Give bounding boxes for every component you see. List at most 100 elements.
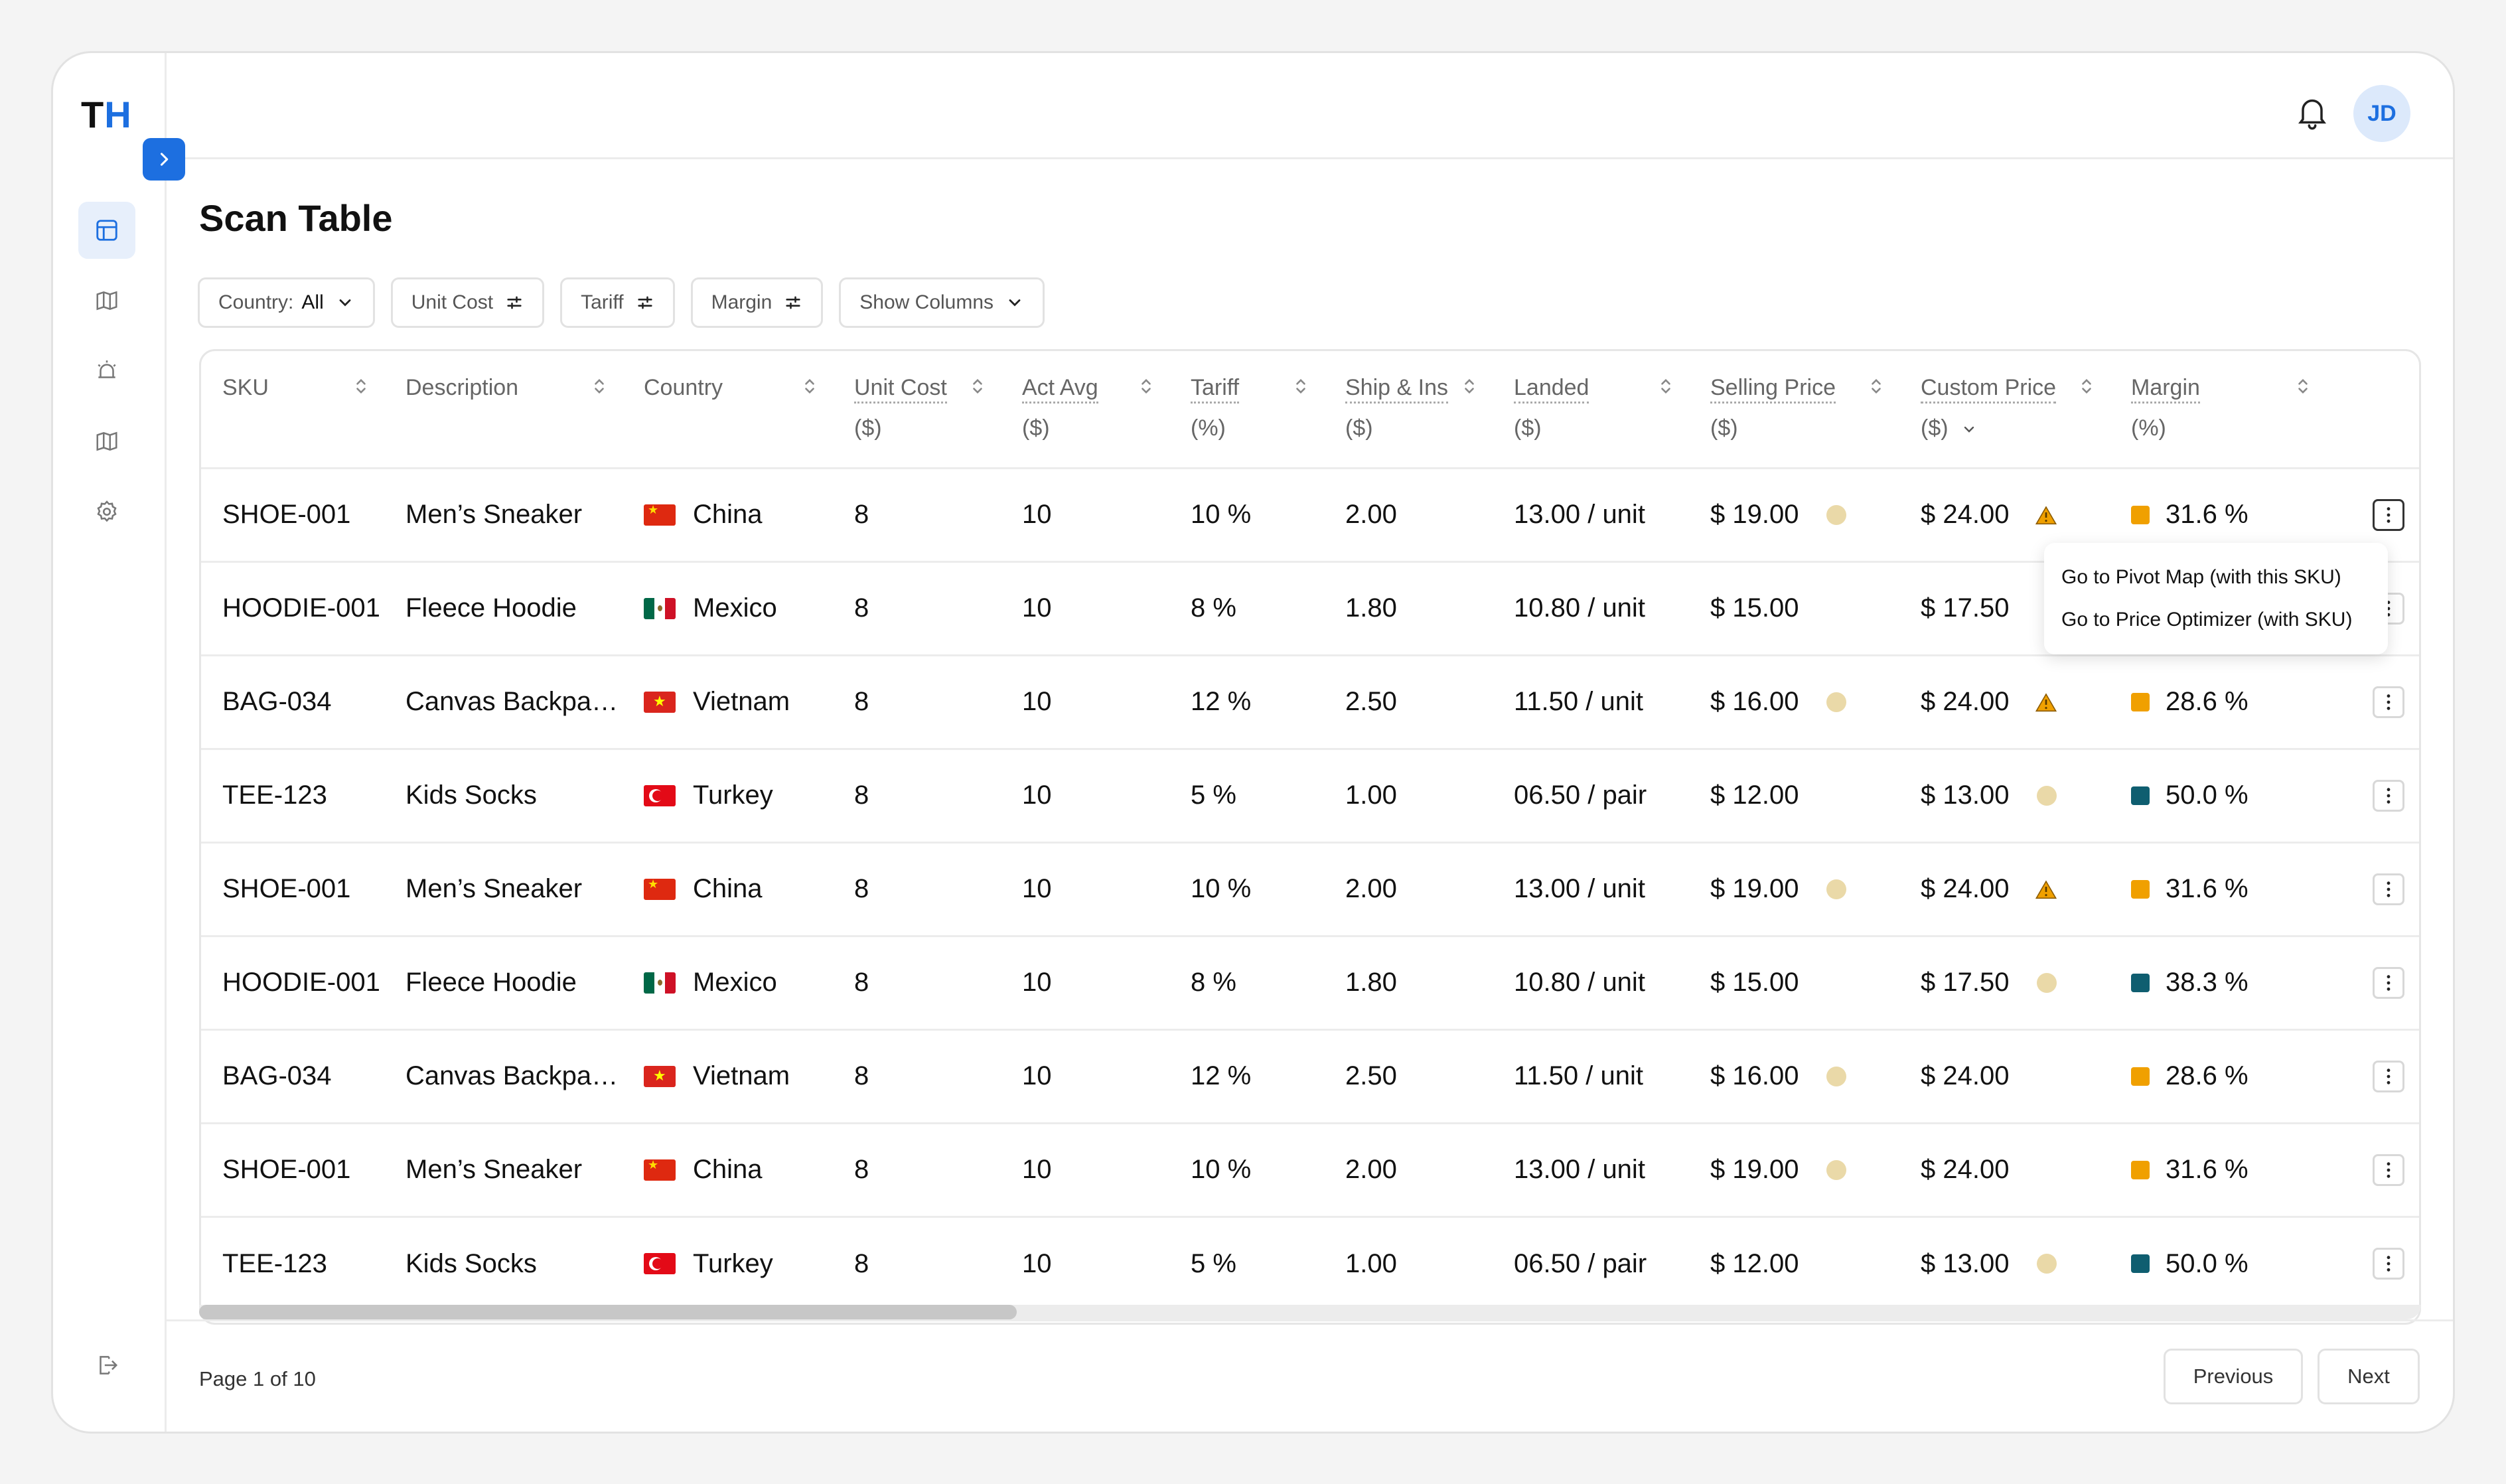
cell-custom-price[interactable]: $ 24.00 [1899, 1028, 2110, 1123]
next-button[interactable]: Next [2318, 1349, 2420, 1404]
menu-item-pivot-map[interactable]: Go to Pivot Map (with this SKU) [2061, 566, 2341, 588]
sort-icon [354, 376, 368, 402]
cell-act-avg: 10 [1001, 1215, 1169, 1310]
column-header-tariff[interactable]: Tariff (%) [1169, 351, 1324, 468]
country-name: Mexico [693, 968, 777, 997]
cell-custom-price[interactable]: $ 24.00 [1899, 654, 2110, 749]
column-header-custom-price[interactable]: Custom Price ($) [1899, 351, 2110, 468]
menu-item-price-optimizer[interactable]: Go to Price Optimizer (with SKU) [2061, 609, 2353, 631]
margin-status-square [2131, 1067, 2150, 1086]
mexico-flag-icon [644, 972, 676, 994]
row-actions-button[interactable] [2373, 779, 2404, 812]
cell-ship-ins: 2.00 [1324, 841, 1493, 936]
column-header-landed[interactable]: Landed ($) [1493, 351, 1689, 468]
cell-custom-price[interactable]: $ 24.00 [1899, 1122, 2110, 1217]
custom-price-value: $ 24.00 [1921, 1155, 2010, 1184]
country-filter[interactable]: Country: All [198, 277, 375, 328]
cell-landed: 10.80 / unit [1493, 934, 1689, 1029]
tariff-filter[interactable]: Tariff [560, 277, 675, 328]
selling-price-value: $ 16.00 [1710, 687, 1799, 716]
cell-ship-ins: 2.50 [1324, 1028, 1493, 1123]
table-row[interactable]: TEE-123 Kids Socks Turkey 8 10 5 % 1.00 … [201, 747, 2419, 842]
cell-custom-price[interactable]: $ 24.00 [1899, 467, 2110, 561]
table-row[interactable]: TEE-123 Kids Socks Turkey 8 10 5 % 1.00 … [201, 1215, 2419, 1310]
scrollbar-thumb[interactable] [199, 1305, 1017, 1319]
column-header-ship-ins[interactable]: Ship & Ins ($) [1324, 351, 1493, 468]
table-row[interactable]: SHOE-001 Men’s Sneaker China 8 10 10 % 2… [201, 841, 2419, 936]
sidebar-item-alerts[interactable] [78, 342, 135, 400]
cell-unit-cost: 8 [833, 747, 1001, 842]
logout-button[interactable] [78, 1337, 135, 1394]
table-row[interactable]: BAG-034 Canvas Backpac... Vietnam 8 10 1… [201, 1028, 2419, 1123]
row-actions-button[interactable] [2373, 873, 2404, 905]
table-row[interactable]: HOODIE-001 Fleece Hoodie Mexico 8 10 8 %… [201, 934, 2419, 1029]
footer-divider [167, 1319, 2453, 1321]
row-actions-button[interactable] [2373, 1248, 2404, 1280]
cell-custom-price[interactable]: $ 17.50 [1899, 934, 2110, 1029]
column-header-margin[interactable]: Margin (%) [2110, 351, 2419, 468]
cell-ship-ins: 1.00 [1324, 747, 1493, 842]
cell-description: Kids Socks [384, 1215, 623, 1310]
cell-selling-price: $ 16.00 [1689, 1028, 1899, 1123]
cell-landed: 11.50 / unit [1493, 1028, 1689, 1123]
row-actions-button[interactable] [2373, 686, 2404, 718]
selling-price-value: $ 16.00 [1710, 1061, 1799, 1090]
page-title: Scan Table [199, 197, 393, 239]
margin-value: 38.3 % [2166, 968, 2248, 997]
column-header-unit-cost[interactable]: Unit Cost ($) [833, 351, 1001, 468]
cell-custom-price[interactable]: $ 13.00 [1899, 1215, 2110, 1310]
cell-unit-cost: 8 [833, 934, 1001, 1029]
table-row[interactable]: SHOE-001 Men’s Sneaker China 8 10 10 % 2… [201, 1122, 2419, 1217]
column-header-description[interactable]: Description [384, 351, 623, 468]
cell-ship-ins: 2.50 [1324, 654, 1493, 749]
cell-description: Kids Socks [384, 747, 623, 842]
selling-price-value: $ 19.00 [1710, 500, 1799, 529]
notifications-button[interactable] [2291, 90, 2333, 133]
cell-description: Fleece Hoodie [384, 934, 623, 1029]
show-columns-dropdown[interactable]: Show Columns [839, 277, 1045, 328]
previous-button[interactable]: Previous [2164, 1349, 2303, 1404]
page-indicator: Page 1 of 10 [199, 1367, 316, 1390]
custom-price-value: $ 24.00 [1921, 500, 2010, 529]
horizontal-scrollbar[interactable] [199, 1305, 2421, 1319]
row-actions-button[interactable] [2373, 498, 2404, 531]
cell-custom-price[interactable]: $ 24.00 [1899, 841, 2110, 936]
selling-price-value: $ 19.00 [1710, 1155, 1799, 1184]
cell-act-avg: 10 [1001, 467, 1169, 561]
cell-ship-ins: 1.80 [1324, 560, 1493, 655]
filter-label: Tariff [581, 291, 624, 313]
column-header-selling-price[interactable]: Selling Price ($) [1689, 351, 1899, 468]
margin-status-square [2131, 505, 2150, 524]
column-header-country[interactable]: Country [623, 351, 833, 468]
cell-tariff: 10 % [1169, 1122, 1324, 1217]
cell-tariff: 5 % [1169, 747, 1324, 842]
margin-filter[interactable]: Margin [690, 277, 824, 328]
cell-ship-ins: 1.00 [1324, 1215, 1493, 1310]
cell-custom-price[interactable]: $ 13.00 [1899, 747, 2110, 842]
sidebar-item-map[interactable] [78, 413, 135, 470]
column-header-sku[interactable]: SKU [201, 351, 384, 468]
row-actions-button[interactable] [2373, 966, 2404, 999]
cell-unit-cost: 8 [833, 467, 1001, 561]
table-row[interactable]: BAG-034 Canvas Backpac... Vietnam 8 10 1… [201, 654, 2419, 749]
cell-sku: HOODIE-001 [201, 934, 384, 1029]
cell-sku: SHOE-001 [201, 467, 384, 561]
filter-label: Margin [711, 291, 773, 313]
sidebar-item-scan-table[interactable] [78, 202, 135, 259]
column-header-act-avg[interactable]: Act Avg ($) [1001, 351, 1169, 468]
sidebar-item-settings[interactable] [78, 483, 135, 540]
avatar[interactable]: JD [2353, 85, 2410, 142]
selling-price-value: $ 15.00 [1710, 593, 1799, 623]
chevron-down-icon[interactable] [1961, 421, 1977, 437]
unit-cost-filter[interactable]: Unit Cost [390, 277, 545, 328]
cell-margin: 38.3 % [2110, 934, 2419, 1029]
more-vertical-icon [2387, 974, 2391, 991]
cell-landed: 06.50 / pair [1493, 747, 1689, 842]
sidebar-toggle-button[interactable] [143, 138, 185, 181]
sidebar-item-pivot-map[interactable] [78, 272, 135, 329]
cell-selling-price: $ 12.00 [1689, 747, 1899, 842]
row-actions-button[interactable] [2373, 1153, 2404, 1186]
row-actions-button[interactable] [2373, 1060, 2404, 1092]
margin-status-square [2131, 879, 2150, 899]
margin-status-square [2131, 973, 2150, 992]
